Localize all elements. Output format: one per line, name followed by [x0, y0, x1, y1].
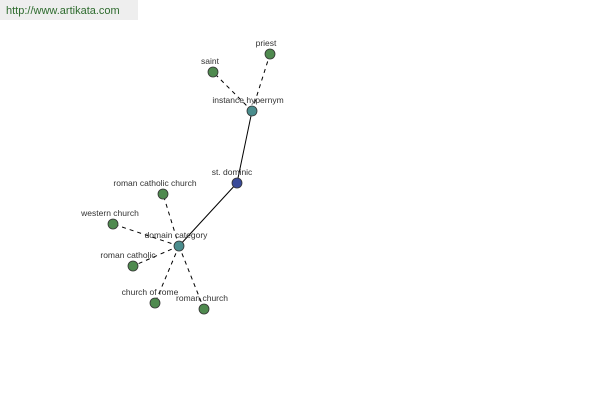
node-label[interactable]: priest: [256, 38, 277, 48]
node[interactable]: [231, 177, 243, 189]
node-label[interactable]: church of rome: [122, 287, 179, 297]
edge: [112, 223, 180, 247]
edges: [112, 53, 271, 310]
node-label[interactable]: domain category: [145, 230, 209, 240]
edge: [162, 193, 180, 247]
node[interactable]: [246, 105, 258, 117]
edge: [212, 71, 253, 112]
node-label[interactable]: roman church: [176, 293, 228, 303]
node-label[interactable]: roman catholic church: [113, 178, 196, 188]
node[interactable]: [173, 240, 185, 252]
node[interactable]: [127, 260, 139, 272]
header-url[interactable]: http://www.artikata.com: [6, 5, 120, 17]
node[interactable]: [149, 297, 161, 309]
labels: st. dominic instance hypernym priest sai…: [80, 38, 283, 303]
edge: [132, 245, 180, 267]
node-label[interactable]: western church: [80, 208, 139, 218]
node[interactable]: [264, 48, 276, 60]
node-label[interactable]: saint: [201, 56, 220, 66]
node-label[interactable]: instance hypernym: [212, 95, 283, 105]
node-label[interactable]: st. dominic: [212, 167, 253, 177]
nodes: [107, 48, 276, 315]
edge: [178, 245, 205, 310]
edge: [251, 53, 271, 112]
node[interactable]: [157, 188, 169, 200]
edge: [178, 182, 238, 247]
node-label[interactable]: roman catholic: [100, 250, 156, 260]
node[interactable]: [198, 303, 210, 315]
edge: [236, 110, 253, 184]
edge: [154, 245, 180, 304]
node[interactable]: [107, 218, 119, 230]
node[interactable]: [207, 66, 219, 78]
header-bar: [0, 0, 138, 20]
